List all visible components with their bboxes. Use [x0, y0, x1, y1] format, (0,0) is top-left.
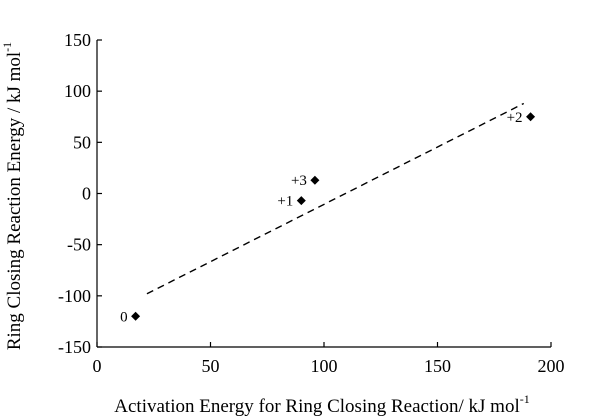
data-point-label: +3	[291, 173, 307, 189]
x-tick-label: 150	[424, 356, 451, 376]
data-points: 0 +1 +3 +2	[120, 110, 536, 325]
x-tick-label: 50	[202, 356, 220, 376]
x-tick-label: 200	[538, 356, 565, 376]
axes	[96, 40, 551, 348]
y-tick-label: 50	[73, 132, 91, 152]
y-tick-label: -100	[58, 286, 91, 306]
data-point-label: +2	[507, 110, 523, 126]
x-axis-label-superscript: -1	[520, 392, 530, 406]
x-tick-label: 0	[93, 356, 102, 376]
y-axis-label-main: Ring Closing Reaction Energy / kJ mol	[4, 52, 25, 350]
trendline	[146, 102, 525, 295]
y-tick-label: 0	[82, 184, 91, 204]
y-axis-label-superscript: -1	[0, 42, 14, 52]
y-tick-label: -150	[58, 337, 91, 357]
y-axis-label: Ring Closing Reaction Energy / kJ mol-1	[0, 42, 25, 350]
x-tick-label: 100	[311, 356, 338, 376]
x-axis-ticks: 0 50 100 150 200	[93, 342, 565, 376]
y-axis-ticks: 150 100 50 0 -50 -100 -150	[58, 30, 102, 357]
data-point-marker	[526, 112, 536, 122]
data-point-marker	[310, 175, 320, 185]
x-axis-label: Activation Energy for Ring Closing React…	[114, 392, 529, 416]
data-point-marker	[131, 311, 141, 321]
y-tick-label: 150	[64, 30, 91, 50]
data-point-label: +1	[277, 194, 293, 210]
y-tick-label: 100	[64, 81, 91, 101]
data-point-marker	[296, 196, 306, 206]
y-tick-label: -50	[67, 235, 91, 255]
data-point-label: 0	[120, 309, 128, 325]
x-axis-label-main: Activation Energy for Ring Closing React…	[114, 396, 519, 416]
